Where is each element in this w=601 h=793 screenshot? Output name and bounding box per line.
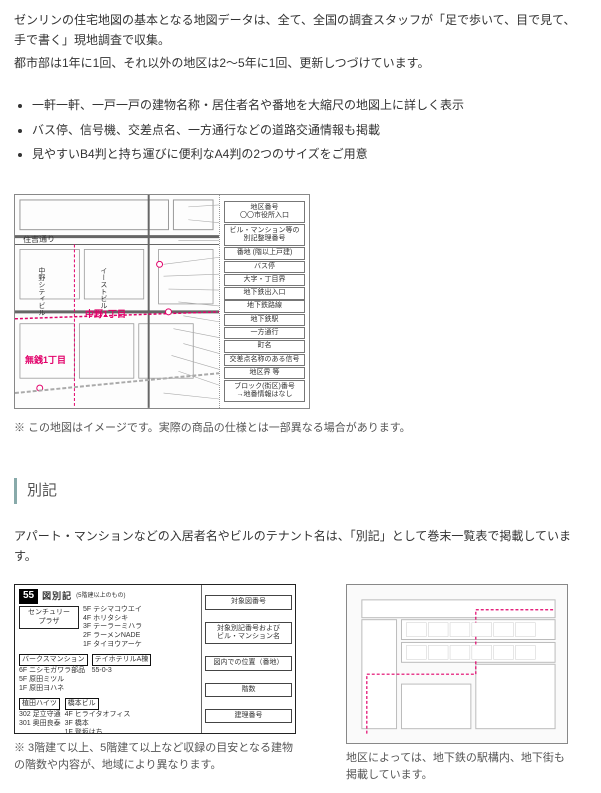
lower-row: 55 図別記 (5階建以上のもの) センチュリー プラザ 5F テシマコウエイ … [14,584,587,783]
bekki-line: 3F 橋本 [65,720,131,729]
map-district-label: 中野1丁目 [85,307,126,322]
bekki-legend-item: 対象図番号 [205,595,292,609]
legend-item: 大字・丁目界 [224,274,305,286]
bekki-building-box: バークスマンション [19,654,88,667]
underground-figure [346,584,568,744]
legend-item: 番地 (階以上戸建) [224,247,305,259]
legend-item: バス停 [224,261,305,273]
underground-block: 地区によっては、地下鉄の駅構内、地下街も掲載しています。 [346,584,568,783]
bekki-note: ※ 3階建て以上、5階建て以上など収録の目安となる建物の階数や内容が、地域により… [14,740,296,773]
underground-note: 地区によっては、地下鉄の駅構内、地下街も掲載しています。 [346,750,568,783]
legend-item: 一方通行 [224,327,305,339]
bekki-line: 3F テーラーミハラ [83,623,142,632]
map-note: ※ この地図はイメージです。実際の商品の仕様とは一部異なる場合があります。 [14,419,587,438]
intro-line-1: ゼンリンの住宅地図の基本となる地図データは、全て、全国の調査スタッフが「足で歩い… [14,10,587,51]
bekki-line: 1F 登坂はち [65,729,131,734]
legend-item: ブロック(街区)番号 →地番情報はなし [224,380,305,402]
bekki-table: 55 図別記 (5階建以上のもの) センチュリー プラザ 5F テシマコウエイ … [15,585,201,733]
legend-item: 交差点名称のある信号 [224,354,305,366]
bekki-line: 6F ニシモガワラ部品 [19,667,88,676]
map-sample-figure: 住吉通り 中野シティビル イーストビル 中野1丁目 無銭1丁目 地区番号 〇〇市… [14,194,310,409]
feature-list: 一軒一軒、一戸一戸の建物名称・居住者名や番地を大縮尺の地図上に詳しく表示 バス停… [14,95,587,164]
bekki-building-box: テイホテリルA棟 [92,654,152,667]
bekki-subtitle: (5階建以上のもの) [76,593,125,601]
bekki-building-box: センチュリー プラザ [19,606,79,630]
bekki-line: 5F テシマコウエイ [83,606,142,615]
feature-item: 一軒一軒、一戸一戸の建物名称・居住者名や番地を大縮尺の地図上に詳しく表示 [32,95,587,115]
bekki-line: 2F ラーメンNADE [83,632,142,641]
bekki-legend-item: 階数 [205,683,292,697]
bekki-building-box: 橋本ビル [65,698,99,711]
bekki-line: 4F ホリタシキ [83,615,142,624]
bekki-page-number: 55 [19,589,38,604]
bekki-building-box: 植田ハイツ [19,698,60,711]
bekki-line: 1F タイヨウアーケ [83,641,142,650]
feature-item: 見やすいB4判と持ち運びに便利なA4判の2つのサイズをご用意 [32,144,587,164]
bekki-title: 図別記 [42,591,72,602]
map-building-label: イーストビル [97,267,109,309]
bekki-intro: アパート・マンションなどの入居者名やビルのテナント名は、「別記」として巻末一覧表… [14,526,587,567]
legend-item: ビル・マンション等の 別記整理番号 [224,224,305,246]
map-building-label: 中野シティビル [35,267,47,316]
legend-item: 地区界 等 [224,367,305,379]
bekki-block: 55 図別記 (5階建以上のもの) センチュリー プラザ 5F テシマコウエイ … [14,584,296,773]
map-legend-column: 地区番号 〇〇市役所入口 ビル・マンション等の 別記整理番号 番地 (階以上戸建… [219,195,309,408]
bekki-legend-item: 建理番号 [205,709,292,723]
legend-item: 地区番号 〇〇市役所入口 [224,201,305,223]
legend-item: 地下鉄駅 [224,314,305,326]
bekki-line: 55-0-3 [92,667,152,676]
map-street-label: 住吉通り [23,233,55,248]
map-district-label: 無銭1丁目 [25,353,66,368]
bekki-line: 301 奥田良泰 [19,720,61,729]
intro-line-2: 都市部は1年に1回、それ以外の地区は2〜5年に1回、更新しつづけています。 [14,53,587,73]
bekki-line: 302 足立守通 [19,711,61,720]
bekki-figure: 55 図別記 (5階建以上のもの) センチュリー プラザ 5F テシマコウエイ … [14,584,296,734]
underground-svg [347,585,567,744]
bekki-line: 5F 原田ミツル [19,676,88,685]
bekki-line: 4F ヒライタオフィス [65,711,131,720]
feature-item: バス停、信号機、交差点名、一方通行などの道路交通情報も掲載 [32,120,587,140]
legend-item: 町名 [224,340,305,352]
map-canvas: 住吉通り 中野シティビル イーストビル 中野1丁目 無銭1丁目 [15,195,219,408]
legend-item: 地下鉄路線 [224,300,305,312]
map-sample-section: 住吉通り 中野シティビル イーストビル 中野1丁目 無銭1丁目 地区番号 〇〇市… [14,194,587,438]
bekki-legend-column: 対象図番号 対象別記番号および ビル・マンション名 図内での位置（番地） 階数 … [201,585,295,733]
bekki-legend-item: 図内での位置（番地） [205,656,292,670]
bekki-legend-item: 対象別記番号および ビル・マンション名 [205,622,292,645]
legend-item: 地下鉄出入口 [224,287,305,299]
bekki-line: 1F 原田ヨハネ [19,685,88,694]
intro-text: ゼンリンの住宅地図の基本となる地図データは、全て、全国の調査スタッフが「足で歩い… [14,10,587,73]
bekki-heading: 別記 [14,478,587,504]
